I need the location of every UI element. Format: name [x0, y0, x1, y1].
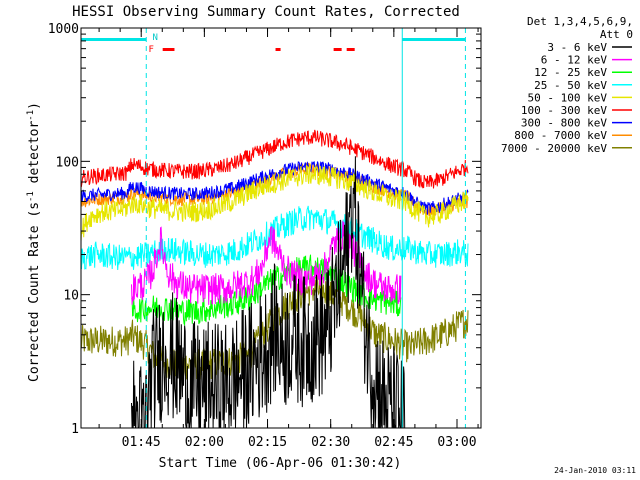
y-axis-label-end: ) [27, 102, 42, 110]
legend-label-0: 3 - 6 keV [547, 41, 607, 54]
y-axis-label-mid: detector [27, 121, 42, 192]
flare-flag-label: F [149, 45, 154, 55]
x-tick-label-1: 02:00 [185, 435, 224, 450]
legend-header-line-2: Att 0 [600, 28, 633, 41]
flare-bar-2 [333, 48, 342, 51]
night-flag-label: N [153, 33, 158, 43]
legend-label-6: 300 - 800 keV [521, 117, 607, 130]
chart-title: HESSI Observing Summary Count Rates, Cor… [72, 4, 460, 20]
legend-label-1: 6 - 12 keV [541, 54, 608, 67]
y-tick-label-0: 1 [71, 422, 79, 437]
x-tick-label-5: 03:00 [437, 435, 476, 450]
flare-bar-1 [275, 48, 281, 51]
legend-header: Det 1,3,4,5,6,9, Att 0 [527, 15, 633, 41]
x-tick-label-3: 02:30 [311, 435, 350, 450]
legend-label-7: 800 - 7000 keV [514, 129, 607, 142]
x-tick-label-2: 02:15 [248, 435, 287, 450]
y-axis-label-main: Corrected Count Rate (s [27, 202, 42, 382]
night-bar-0 [81, 38, 147, 41]
x-axis-label: Start Time (06-Apr-06 01:30:42) [159, 456, 402, 471]
series-line-4 [80, 163, 469, 242]
plot-area: NF 1 10 100 1000 01:45 02:00 02:15 02:30 02:45 03:… [48, 22, 482, 450]
x-tick-label-4: 02:45 [374, 435, 413, 450]
y-tick-label-1: 10 [63, 289, 79, 304]
legend-label-3: 25 - 50 keV [534, 79, 607, 92]
legend-label-8: 7000 - 20000 keV [501, 142, 607, 155]
flare-bar-0 [162, 48, 175, 51]
x-tick-label-0: 01:45 [122, 435, 161, 450]
legend-label-5: 100 - 300 keV [521, 104, 607, 117]
legend-header-line-1: Det 1,3,4,5,6,9, [527, 15, 633, 28]
y-axis-label-sup-2: -1 [26, 110, 36, 121]
flare-bar-3 [346, 48, 355, 51]
y-axis-label: Corrected Count Rate (s-1 detector-1) [26, 102, 42, 382]
night-bar-1 [402, 38, 466, 41]
series-line-0 [131, 156, 406, 429]
legend-label-2: 12 - 25 keV [534, 66, 607, 79]
svg-text:Corrected Count Rate (s-1 dete: Corrected Count Rate (s-1 detector-1) [26, 102, 42, 382]
y-tick-label-2: 100 [56, 155, 79, 170]
plot-frame [80, 27, 482, 429]
legend-label-4: 50 - 100 keV [528, 91, 608, 104]
y-axis-label-sup-1: -1 [26, 191, 36, 202]
series-line-5 [80, 129, 469, 189]
y-tick-label-3: 1000 [48, 22, 79, 37]
date-stamp: 24-Jan-2010 03:11 [554, 466, 636, 475]
